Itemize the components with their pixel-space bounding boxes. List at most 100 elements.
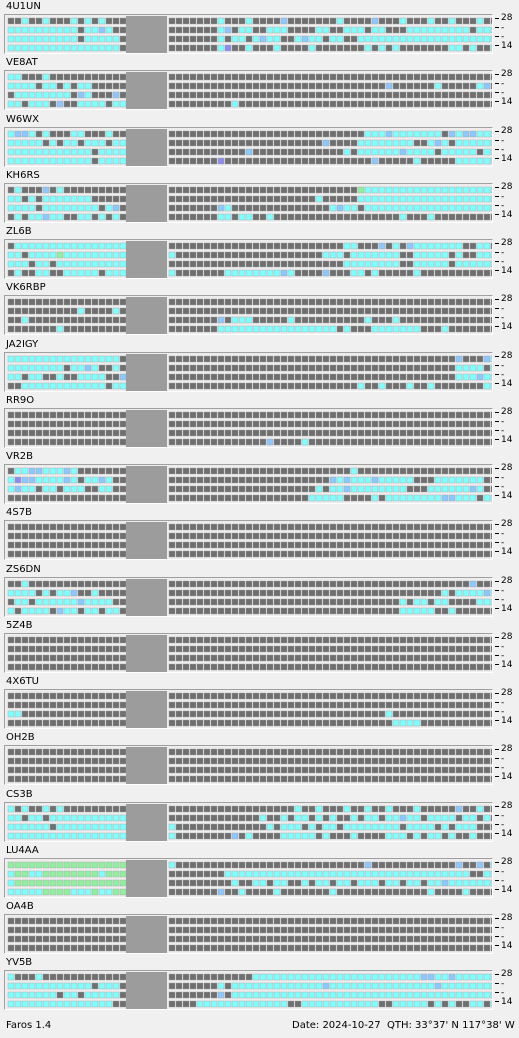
grid-cell-empty — [434, 148, 442, 156]
grid-cell-empty — [112, 438, 120, 446]
grid-cell-signal — [364, 973, 372, 981]
propagation-grid[interactable] — [4, 127, 493, 167]
grid-cell-empty — [231, 411, 239, 419]
grid-cell-empty — [308, 476, 316, 484]
grid-cell-empty — [336, 814, 344, 822]
grid-cell-signal — [378, 485, 386, 493]
grid-cell-signal — [42, 251, 50, 259]
propagation-grid[interactable] — [4, 14, 493, 54]
grid-cell-empty — [287, 775, 295, 783]
grid-cell-signal — [56, 157, 64, 165]
band-label-mid: - — [501, 201, 505, 211]
grid-cell-empty — [434, 541, 442, 549]
grid-cell-signal — [56, 805, 64, 813]
grid-cell-empty — [392, 73, 400, 81]
propagation-grid[interactable] — [4, 914, 493, 954]
grid-cell-empty — [399, 26, 407, 34]
propagation-grid[interactable] — [4, 295, 493, 335]
grid-cell-empty — [273, 532, 281, 540]
grid-cell-empty — [49, 316, 57, 324]
propagation-grid[interactable] — [4, 577, 493, 617]
grid-cell-empty — [483, 316, 491, 324]
grid-cell-empty — [392, 26, 400, 34]
grid-cell-empty — [308, 316, 316, 324]
grid-cell-empty — [266, 523, 274, 531]
grid-cell-empty — [210, 17, 218, 25]
grid-cell-empty — [392, 157, 400, 165]
propagation-grid[interactable] — [4, 183, 493, 223]
grid-cell-empty — [182, 382, 190, 390]
grid-cell-signal — [21, 832, 29, 840]
grid-cell-empty — [84, 494, 92, 502]
grid-cell-signal — [364, 195, 372, 203]
grid-cell-empty — [329, 316, 337, 324]
propagation-grid[interactable] — [4, 520, 493, 560]
grid-cell-empty — [84, 186, 92, 194]
grid-cell-empty — [308, 775, 316, 783]
propagation-grid[interactable] — [4, 352, 493, 392]
grid-cell-empty — [56, 316, 64, 324]
grid-cell-empty — [364, 775, 372, 783]
grid-cell-empty — [294, 636, 302, 644]
grid-cell-empty — [399, 382, 407, 390]
grid-cell-empty — [70, 373, 78, 381]
grid-cell-empty — [42, 420, 50, 428]
propagation-grid[interactable] — [4, 745, 493, 785]
propagation-grid[interactable] — [4, 408, 493, 448]
grid-cell-signal — [63, 382, 71, 390]
grid-cell-empty — [252, 494, 260, 502]
grid-cell-empty — [427, 373, 435, 381]
grid-cell-signal — [84, 476, 92, 484]
grid-cell-signal — [49, 204, 57, 212]
grid-cell-signal — [21, 316, 29, 324]
grid-cell-empty — [329, 213, 337, 221]
grid-cell-empty — [301, 148, 309, 156]
propagation-grid[interactable] — [4, 70, 493, 110]
grid-cell-empty — [357, 494, 365, 502]
grid-cell-empty — [315, 832, 323, 840]
grid-cell-empty — [84, 411, 92, 419]
grid-cell-empty — [406, 100, 414, 108]
grid-cell-empty — [448, 523, 456, 531]
grid-cell-signal — [98, 888, 106, 896]
propagation-grid[interactable] — [4, 802, 493, 842]
grid-cell-empty — [371, 429, 379, 437]
grid-cell-empty — [434, 823, 442, 831]
grid-cell-empty — [434, 757, 442, 765]
grid-cell-empty — [294, 598, 302, 606]
grid-cell-signal — [427, 130, 435, 138]
grid-cell-empty — [322, 607, 330, 615]
grid-cell-signal — [91, 44, 99, 52]
grid-cell-empty — [392, 775, 400, 783]
propagation-grid[interactable] — [4, 970, 493, 1010]
grid-cell-empty — [266, 420, 274, 428]
grid-cell-signal — [42, 100, 50, 108]
grid-cell-signal — [315, 494, 323, 502]
propagation-grid[interactable] — [4, 689, 493, 729]
grid-cell-signal — [119, 242, 127, 250]
grid-cell-empty — [196, 607, 204, 615]
grid-cell-empty — [336, 420, 344, 428]
grid-cell-empty — [273, 195, 281, 203]
grid-cell-empty — [315, 541, 323, 549]
grid-cell-empty — [287, 307, 295, 315]
propagation-grid[interactable] — [4, 858, 493, 898]
grid-cell-empty — [252, 467, 260, 475]
grid-cell-empty — [98, 775, 106, 783]
grid-cell-empty — [322, 148, 330, 156]
grid-cell-empty — [259, 541, 267, 549]
grid-cell-empty — [336, 589, 344, 597]
grid-cell-signal — [490, 186, 492, 194]
grid-cell-signal — [77, 269, 85, 277]
propagation-grid[interactable] — [4, 633, 493, 673]
grid-cell-signal — [357, 260, 365, 268]
grid-cell-empty — [434, 663, 442, 671]
grid-cell-empty — [490, 298, 492, 306]
propagation-grid[interactable] — [4, 239, 493, 279]
grid-cell-empty — [392, 382, 400, 390]
grid-cells — [7, 72, 492, 109]
grid-cell-empty — [63, 429, 71, 437]
propagation-grid[interactable] — [4, 464, 493, 504]
grid-cell-empty — [112, 485, 120, 493]
band-tick — [495, 702, 499, 703]
